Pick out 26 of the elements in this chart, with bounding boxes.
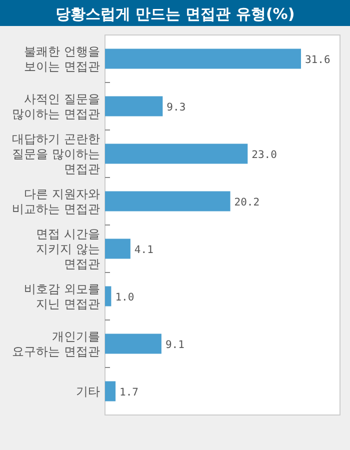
data-label: 4.1	[134, 244, 154, 256]
bar	[105, 286, 112, 306]
data-label: 23.0	[252, 148, 277, 161]
y-tick-label: 불쾌한 언행을 보이는 면접관	[24, 44, 100, 74]
bar	[105, 191, 230, 212]
y-tick-label: 비호감 외모를 지닌 면접관	[24, 282, 100, 311]
y-tick-label: 다른 지원자와 비교하는 면접관	[12, 186, 100, 216]
data-label: 9.3	[166, 101, 186, 114]
y-tick-label: 대답하기 곤란한 질문을 많이하는 면접관	[12, 132, 100, 176]
bar	[105, 334, 162, 354]
bar	[105, 144, 248, 164]
y-tick-label: 면접 시간을 지키지 않는 면접관	[36, 226, 100, 271]
data-label: 9.1	[165, 338, 184, 351]
title-banner: 당황스럽게 만드는 면접관 유형(%)	[0, 0, 350, 26]
bar	[105, 381, 116, 402]
data-label: 1.0	[115, 291, 134, 304]
data-label: 20.2	[234, 196, 260, 208]
y-tick-label: 사적인 질문을 많이하는 면접관	[12, 92, 100, 121]
bar	[105, 238, 130, 259]
y-tick-label: 기타	[76, 384, 100, 398]
y-tick-label: 개인기를 요구하는 면접관	[12, 329, 100, 358]
data-label: 31.6	[304, 54, 330, 66]
bar	[105, 96, 163, 116]
chart-title: 당황스럽게 만드는 면접관 유형(%)	[55, 5, 295, 23]
data-label: 1.7	[120, 386, 139, 398]
bar	[105, 48, 301, 69]
